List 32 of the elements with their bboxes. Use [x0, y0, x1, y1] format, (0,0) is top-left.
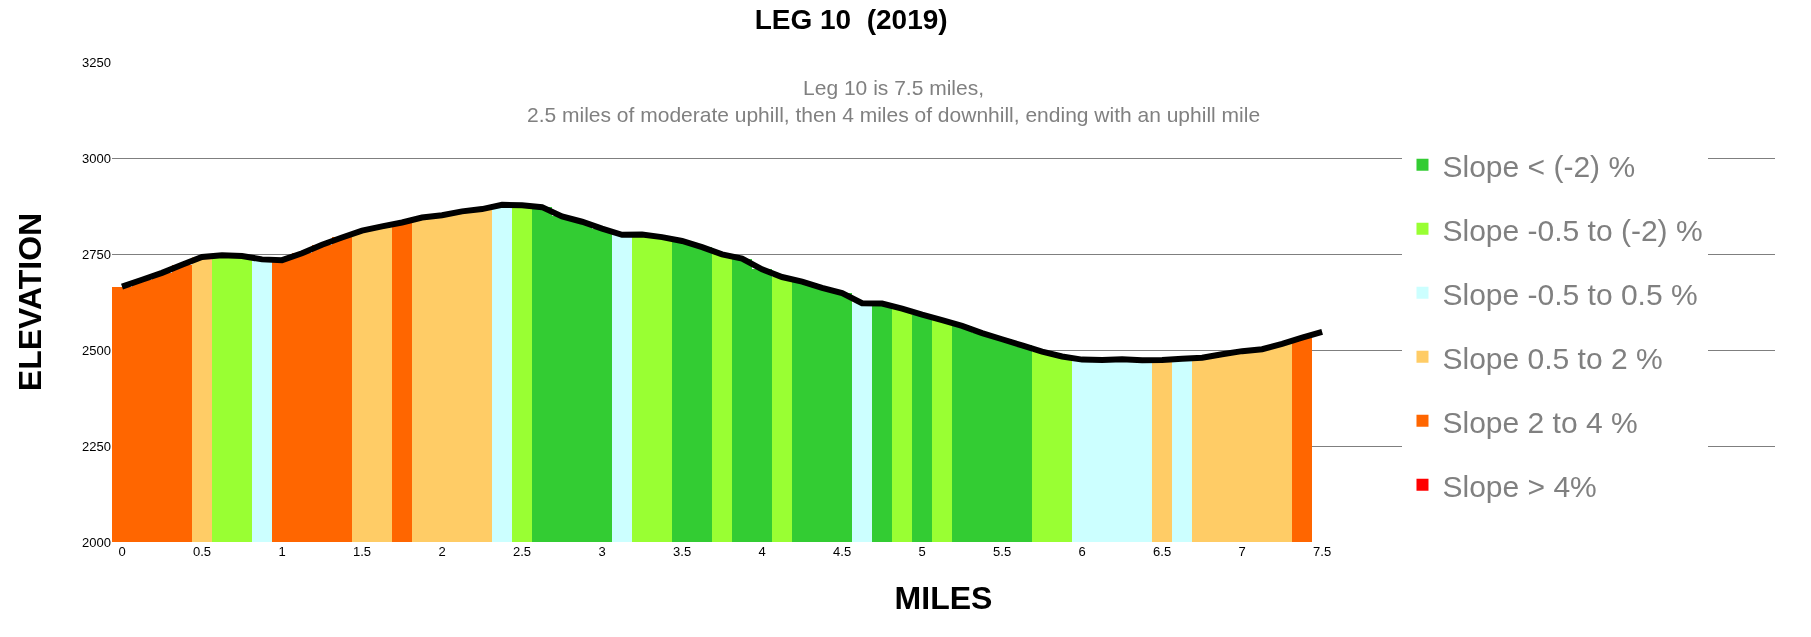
y-tick-label: 3000 — [82, 150, 111, 166]
legend-label: Slope 0.5 to 2 % — [1442, 341, 1663, 375]
legend-label: Slope > 4% — [1442, 469, 1597, 503]
x-tick-label: 2 — [438, 544, 446, 559]
x-tick-label: 4.5 — [833, 544, 852, 559]
text: Leg 10 is 7.5 miles, 2.5 miles of moderate uphill, then 4 miles of downhill, ending with an uphill mile — [527, 76, 1261, 127]
y-tick-label: 2000 — [82, 534, 111, 550]
x-tick-label: 2.5 — [513, 544, 532, 559]
legend-label: Slope -0.5 to 0.5 % — [1442, 277, 1698, 311]
y-tick-label: 2250 — [82, 438, 111, 454]
x-tick-label: 5 — [918, 544, 926, 559]
x-tick-label: 1 — [278, 544, 286, 559]
legend-label: Slope 2 to 4 % — [1442, 405, 1638, 439]
x-tick-label: 3.5 — [673, 544, 692, 559]
x-tick-label: 7 — [1238, 544, 1246, 559]
y-tick-label: 3250 — [82, 54, 111, 70]
x-tick-label: 1.5 — [352, 544, 372, 559]
x-axis-title: MILES — [894, 579, 993, 616]
x-tick-label: 6.5 — [1153, 544, 1172, 559]
x-tick-label: 7.5 — [1313, 544, 1332, 559]
y-axis-title: ELEVATION — [12, 212, 49, 392]
y-tick-label: 2500 — [82, 342, 111, 358]
legend-label: Slope -0.5 to (-2) % — [1442, 213, 1703, 247]
x-tick-label: 5.5 — [993, 544, 1012, 559]
x-tick-label: 3 — [598, 544, 606, 559]
x-tick-label: 4 — [758, 544, 766, 559]
x-tick-label: 0.5 — [192, 544, 212, 559]
chart-title: LEG 10 (2019) — [754, 4, 948, 36]
legend-label: Slope < (-2) % — [1442, 149, 1636, 183]
x-tick-label: 6 — [1078, 544, 1086, 559]
y-tick-label: 2750 — [82, 246, 111, 262]
x-tick-label: 0 — [118, 544, 126, 559]
